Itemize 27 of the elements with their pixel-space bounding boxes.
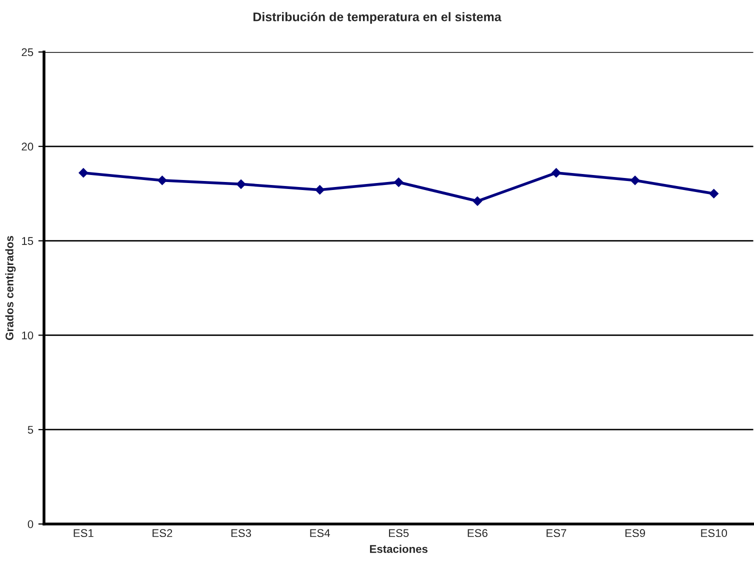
y-tick-label: 0: [28, 520, 34, 528]
x-axis-title: Estaciones: [370, 544, 428, 553]
y-tick-label: 25: [22, 48, 34, 56]
x-tick-label: ES6: [468, 529, 488, 538]
point: [236, 180, 246, 189]
y-tick-label: 20: [22, 142, 34, 151]
x-tick-label: ES4: [310, 529, 330, 538]
chart-title: Distribución de temperatura en el sistema: [254, 12, 502, 24]
point: [472, 196, 482, 206]
x-tick-label: ES2: [152, 529, 172, 538]
x-tick-label: ES5: [389, 529, 409, 538]
y-tick-label: 10: [22, 331, 34, 340]
y-axis-title: Grados centigrados: [5, 236, 16, 340]
x-tick-label: ES1: [74, 529, 94, 538]
x-tick-label: ES7: [546, 529, 566, 538]
point: [315, 185, 324, 194]
x-tick-label: ES3: [231, 529, 252, 538]
x-tick-label: ES9: [625, 529, 646, 538]
point: [630, 176, 640, 186]
y-tick-label: 5: [28, 426, 34, 434]
point: [78, 168, 88, 178]
y-tick-label: 15: [22, 237, 34, 245]
point: [158, 176, 167, 186]
point: [709, 188, 718, 198]
x-tick-label: ES10: [701, 529, 727, 538]
point: [552, 168, 561, 178]
point: [394, 178, 404, 187]
